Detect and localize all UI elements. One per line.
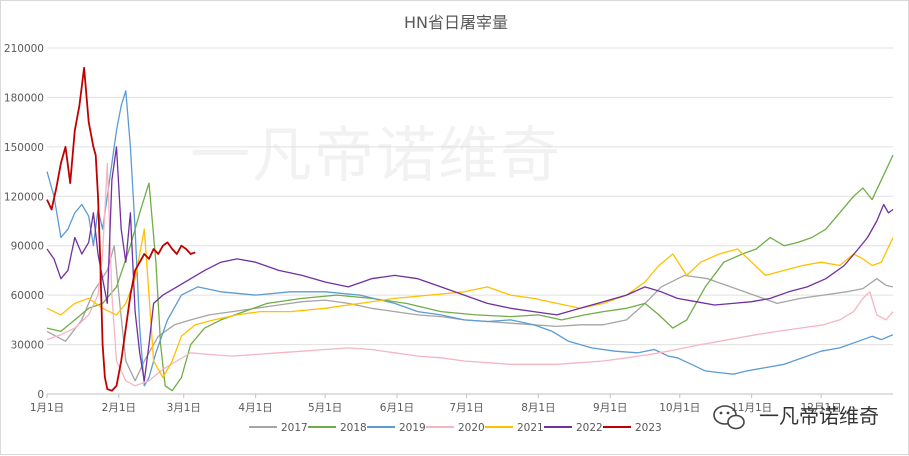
x-tick-label: 5月1日	[308, 402, 342, 414]
legend-label-2019: 2019	[399, 422, 426, 434]
badge-text: 一凡帝诺维奇	[759, 404, 879, 428]
y-tick-label: 180000	[4, 92, 44, 104]
y-tick-label: 90000	[11, 241, 44, 253]
y-axis-ticks: 0 30000 60000 90000 120000 150000 180000 210000	[4, 43, 44, 401]
x-tick-label: 9月1日	[593, 402, 627, 414]
x-tick-label: 11月1日	[731, 402, 772, 414]
y-tick-label: 60000	[11, 290, 44, 302]
y-tick-label: 120000	[4, 191, 44, 203]
chart-title: HN省日屠宰量	[404, 13, 508, 32]
legend-label-2022: 2022	[576, 422, 603, 434]
x-tick-label: 8月1日	[521, 402, 555, 414]
x-tick-label: 3月1日	[167, 402, 201, 414]
gridlines	[47, 47, 893, 395]
x-tick-label: 12月1日	[801, 402, 842, 414]
series-line-2021	[46, 228, 894, 379]
legend-label-2018: 2018	[340, 422, 367, 434]
y-tick-label: 210000	[4, 43, 44, 55]
legend-label-2017: 2017	[281, 422, 308, 434]
y-tick-label: 0	[37, 389, 44, 401]
legend-label-2020: 2020	[458, 422, 485, 434]
x-tick-label: 7月1日	[449, 402, 483, 414]
legend-label-2023: 2023	[635, 422, 662, 434]
x-tick-label: 10月1日	[659, 402, 700, 414]
x-axis-ticks: 1月1日 2月1日 3月1日 4月1日 5月1日 6月1日 7月1日 8月1日 9月1日 10月1…	[30, 394, 842, 414]
x-tick-label: 1月1日	[30, 402, 64, 414]
series-lines	[46, 66, 894, 392]
legend: 2017 2018 2019 2020 2021 2022 2023	[249, 422, 662, 434]
y-tick-label: 150000	[4, 142, 44, 154]
series-line-2017	[46, 245, 894, 382]
x-tick-label: 4月1日	[238, 402, 272, 414]
series-line-2022	[46, 146, 894, 382]
wechat-badge: 一凡帝诺维奇	[713, 404, 879, 430]
legend-label-2021: 2021	[517, 422, 544, 434]
series-line-2018	[46, 154, 894, 392]
x-tick-label: 2月1日	[102, 402, 136, 414]
series-line-2023	[46, 66, 196, 392]
watermark: 一凡帝诺维奇	[190, 121, 562, 191]
y-tick-label: 30000	[11, 340, 44, 352]
wechat-icon	[713, 405, 745, 430]
x-tick-label: 6月1日	[380, 402, 414, 414]
